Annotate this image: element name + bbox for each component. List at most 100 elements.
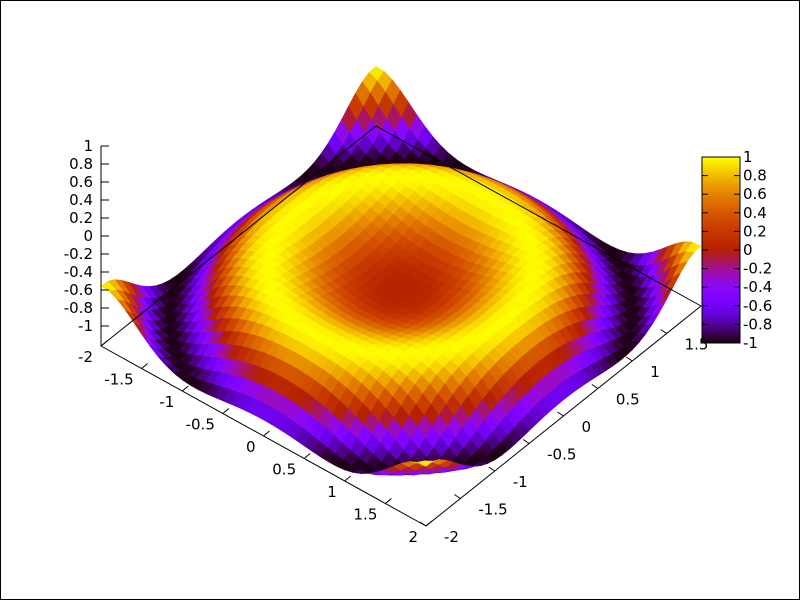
colorbar-gradient-strip — [702, 334, 740, 336]
colorbar-gradient-strip — [702, 317, 740, 319]
y-tick-mark — [660, 329, 667, 334]
colorbar-gradient-strip — [702, 274, 740, 276]
colorbar-gradient-strip — [702, 188, 740, 190]
y-tick-mark — [454, 494, 461, 499]
colorbar-gradient-strip — [702, 207, 740, 209]
colorbar-gradient-strip — [702, 299, 740, 301]
colorbar-gradient-strip — [702, 158, 740, 160]
colorbar-gradient-strip — [702, 336, 740, 338]
colorbar-gradient-strip — [702, 204, 740, 206]
colorbar-gradient-strip — [702, 179, 740, 181]
colorbar-gradient-strip — [702, 209, 740, 211]
colorbar-gradient-strip — [702, 247, 740, 249]
colorbar-gradient-strip — [702, 228, 740, 230]
colorbar-gradient-strip — [702, 161, 740, 163]
colorbar-tick-label: 1 — [743, 148, 753, 166]
colorbar-gradient-strip — [702, 312, 740, 314]
colorbar-gradient-strip — [702, 177, 740, 179]
colorbar-gradient-strip — [702, 175, 740, 177]
colorbar-gradient-strip — [702, 322, 740, 324]
colorbar-gradient-strip — [702, 282, 740, 284]
y-tick-label: 1 — [650, 363, 660, 381]
colorbar-gradient-strip — [702, 160, 740, 162]
x-tick-label: 0.5 — [272, 461, 296, 479]
z-tick-label: -0.4 — [64, 263, 93, 281]
colorbar-gradient-strip — [702, 206, 740, 208]
colorbar-gradient-strip — [702, 315, 740, 317]
colorbar-gradient-strip — [702, 169, 740, 171]
y-tick-mark — [522, 439, 530, 444]
colorbar-gradient-strip — [702, 193, 740, 195]
colorbar-gradient-strip — [702, 164, 740, 166]
z-tick-label: 0.2 — [69, 209, 93, 227]
colorbar-gradient-strip — [702, 218, 740, 220]
colorbar-gradient-strip — [702, 323, 740, 325]
colorbar-gradient-strip — [702, 321, 740, 323]
colorbar-gradient-strip — [702, 335, 740, 337]
colorbar-gradient-strip — [702, 194, 740, 196]
x-tick-label: 1 — [327, 483, 337, 501]
colorbar-gradient-strip — [702, 187, 740, 189]
x-tick-label: -0.5 — [186, 416, 215, 434]
colorbar-tick-label: -0.4 — [743, 278, 772, 296]
colorbar-gradient-strip — [702, 324, 740, 326]
y-tick-label: 0 — [582, 418, 592, 436]
colorbar-gradient-strip — [702, 279, 740, 281]
x-tick-mark — [141, 363, 148, 369]
z-tick-label: 1 — [83, 137, 93, 155]
colorbar-gradient-strip — [702, 261, 740, 263]
colorbar-gradient-strip — [702, 285, 740, 287]
colorbar-gradient-strip — [702, 224, 740, 226]
colorbar-gradient-strip — [702, 202, 740, 204]
colorbar-gradient-strip — [702, 237, 740, 239]
colorbar-tick-label: -1 — [743, 334, 758, 352]
colorbar-gradient-strip — [702, 170, 740, 172]
colorbar-gradient-strip — [702, 291, 740, 293]
colorbar-gradient-strip — [702, 256, 740, 258]
colorbar-gradient-strip — [702, 288, 740, 290]
colorbar-gradient-strip — [702, 159, 740, 161]
colorbar-gradient-strip — [702, 254, 740, 256]
colorbar-gradient-strip — [702, 210, 740, 212]
z-tick-label: -0.6 — [64, 281, 93, 299]
colorbar-gradient-strip — [702, 171, 740, 173]
colorbar-gradient-strip — [702, 201, 740, 203]
colorbar-gradient-strip — [702, 273, 740, 275]
colorbar-gradient-strip — [702, 331, 740, 333]
colorbar-gradient-strip — [702, 246, 740, 248]
colorbar-gradient-strip — [702, 239, 740, 241]
colorbar-gradient-strip — [702, 278, 740, 280]
colorbar-gradient-strip — [702, 258, 740, 260]
colorbar: -1-0.8-0.6-0.4-0.200.20.40.60.81 — [701, 148, 772, 352]
colorbar-gradient-strip — [702, 178, 740, 180]
colorbar-gradient-strip — [702, 213, 740, 215]
colorbar-gradient-strip — [702, 286, 740, 288]
colorbar-gradient-strip — [702, 253, 740, 255]
colorbar-gradient-strip — [702, 330, 740, 332]
colorbar-gradient-strip — [702, 223, 740, 225]
colorbar-gradient-strip — [702, 197, 740, 199]
colorbar-gradient-strip — [702, 304, 740, 306]
y-tick-label: -2 — [444, 528, 459, 546]
colorbar-gradient-strip — [702, 339, 740, 341]
colorbar-gradient-strip — [702, 221, 740, 223]
y-tick-label: -1.5 — [478, 501, 507, 519]
colorbar-gradient-strip — [702, 270, 740, 272]
colorbar-gradient-strip — [702, 241, 740, 243]
x-tick-label: 1.5 — [354, 506, 378, 524]
y-tick-label: -0.5 — [547, 446, 576, 464]
colorbar-gradient-strip — [702, 233, 740, 235]
colorbar-gradient-strip — [702, 222, 740, 224]
colorbar-gradient-strip — [702, 227, 740, 229]
colorbar-gradient-strip — [702, 263, 740, 265]
colorbar-gradient-strip — [702, 249, 740, 251]
colorbar-gradient-strip — [702, 163, 740, 165]
colorbar-gradient-strip — [702, 310, 740, 312]
colorbar-gradient-strip — [702, 290, 740, 292]
colorbar-gradient-strip — [702, 281, 740, 283]
colorbar-gradient-strip — [702, 250, 740, 252]
colorbar-gradient-strip — [702, 165, 740, 167]
colorbar-gradient-strip — [702, 195, 740, 197]
colorbar-gradient-strip — [702, 214, 740, 216]
